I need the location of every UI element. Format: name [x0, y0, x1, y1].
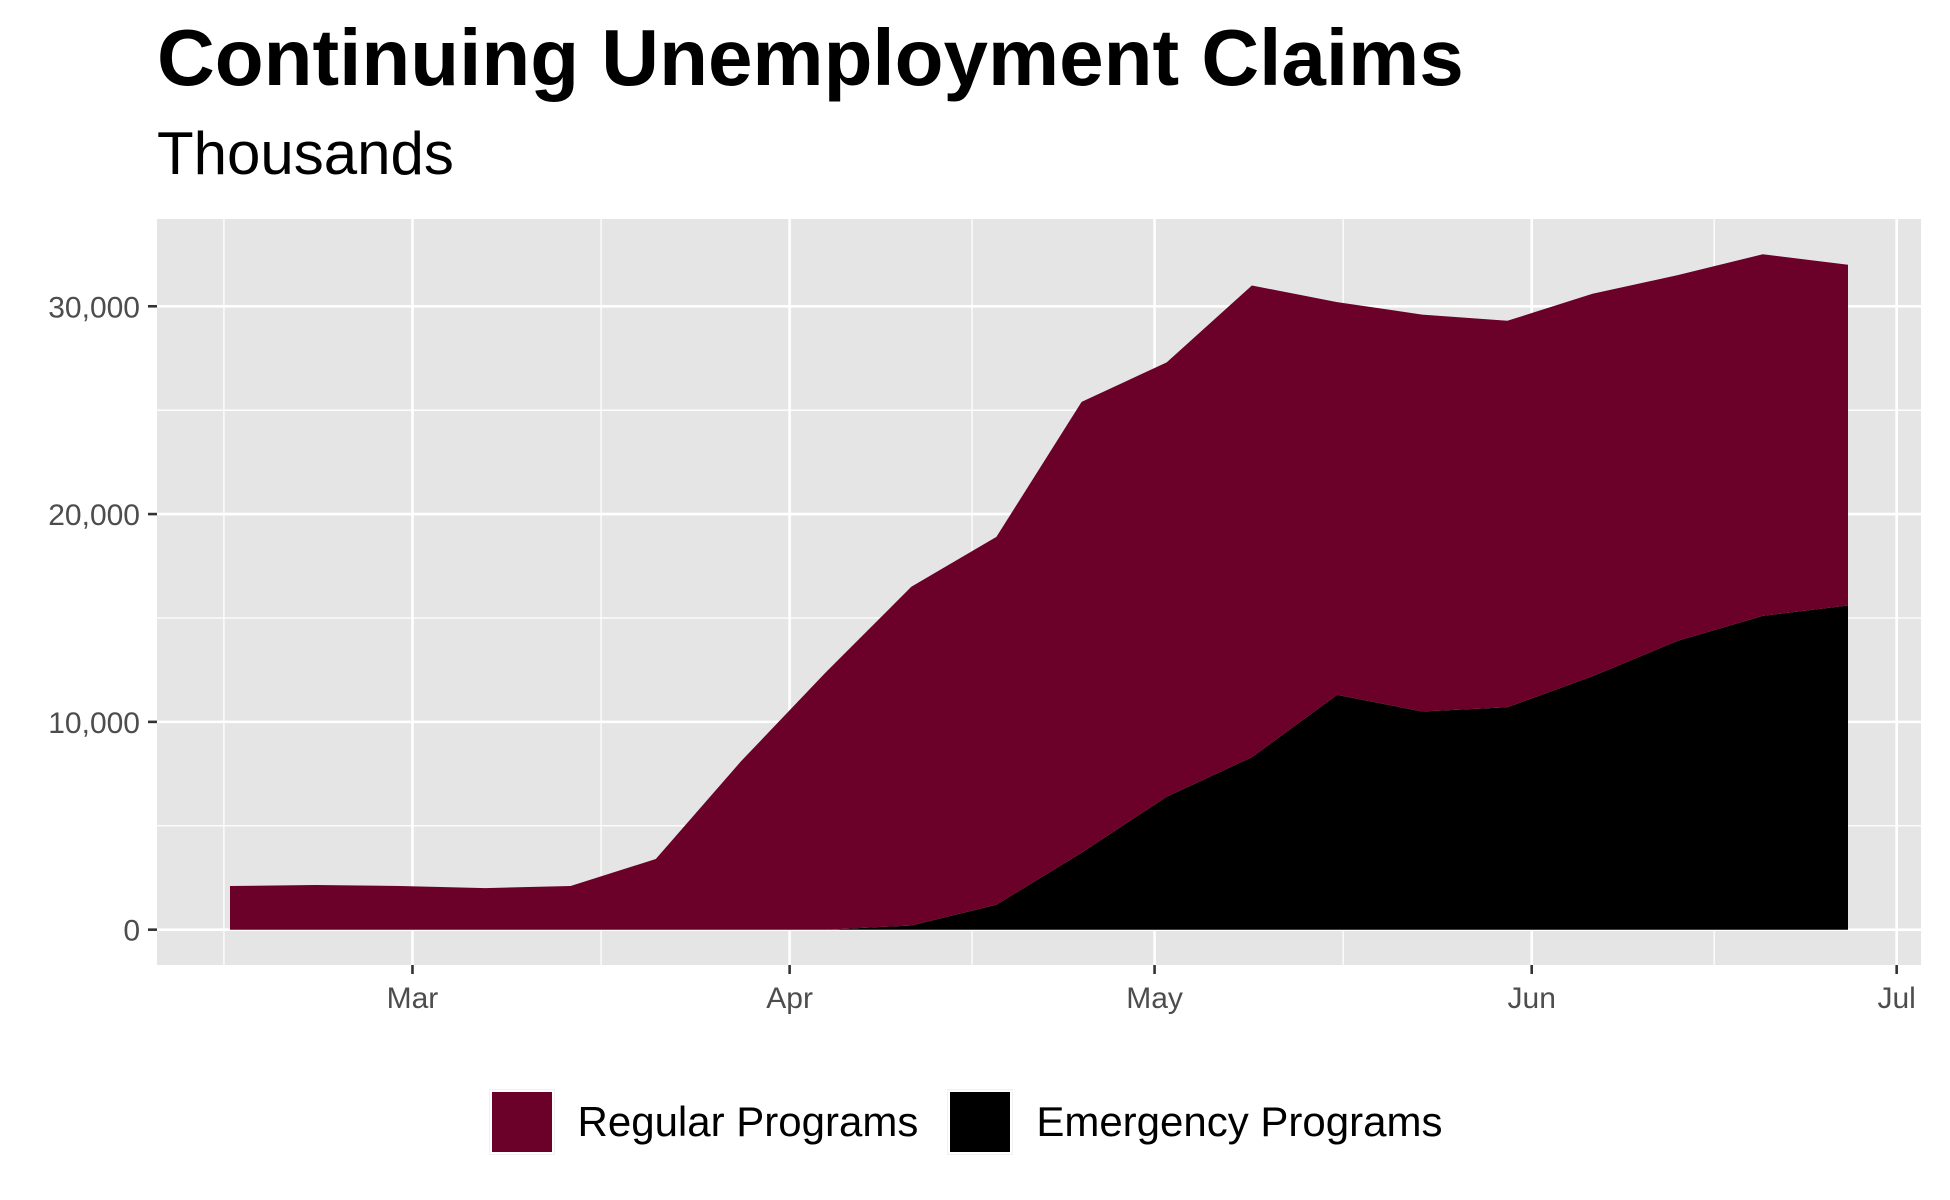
- chart-title: Continuing Unemployment Claims: [157, 13, 1464, 102]
- legend-item-emergency: Emergency Programs: [947, 1089, 1460, 1155]
- area-regular-programs: [230, 254, 1848, 930]
- legend-label-regular: Regular Programs: [577, 1098, 919, 1145]
- x-tick-label: Apr: [766, 982, 813, 1015]
- legend-swatch-emergency: [947, 1089, 1014, 1155]
- x-tick-label: Jun: [1508, 982, 1556, 1015]
- legend-swatch-regular: [488, 1089, 555, 1155]
- legend-item-regular: Regular Programs: [488, 1089, 937, 1155]
- area-emergency-programs: [230, 605, 1848, 930]
- y-tick-label: 30,000: [48, 291, 140, 324]
- chart-subtitle: Thousands: [157, 120, 454, 187]
- legend-label-emergency: Emergency Programs: [1036, 1098, 1443, 1145]
- x-tick-label: Mar: [387, 982, 439, 1015]
- x-axis: Mar Apr May Jun Jul: [387, 965, 1916, 1015]
- area-layers: [230, 254, 1848, 930]
- y-tick-label: 10,000: [48, 707, 140, 740]
- y-tick-label: 0: [123, 915, 140, 948]
- x-tick-label: May: [1126, 982, 1183, 1015]
- legend: Regular Programs Emergency Programs: [0, 1089, 1950, 1155]
- x-tick-label: Jul: [1877, 982, 1915, 1015]
- y-tick-label: 20,000: [48, 499, 140, 532]
- y-axis: 0 10,000 20,000 30,000: [48, 291, 157, 948]
- chart-plot: 0 10,000 20,000 30,000 Mar Apr May Jun Jul: [48, 219, 1921, 1015]
